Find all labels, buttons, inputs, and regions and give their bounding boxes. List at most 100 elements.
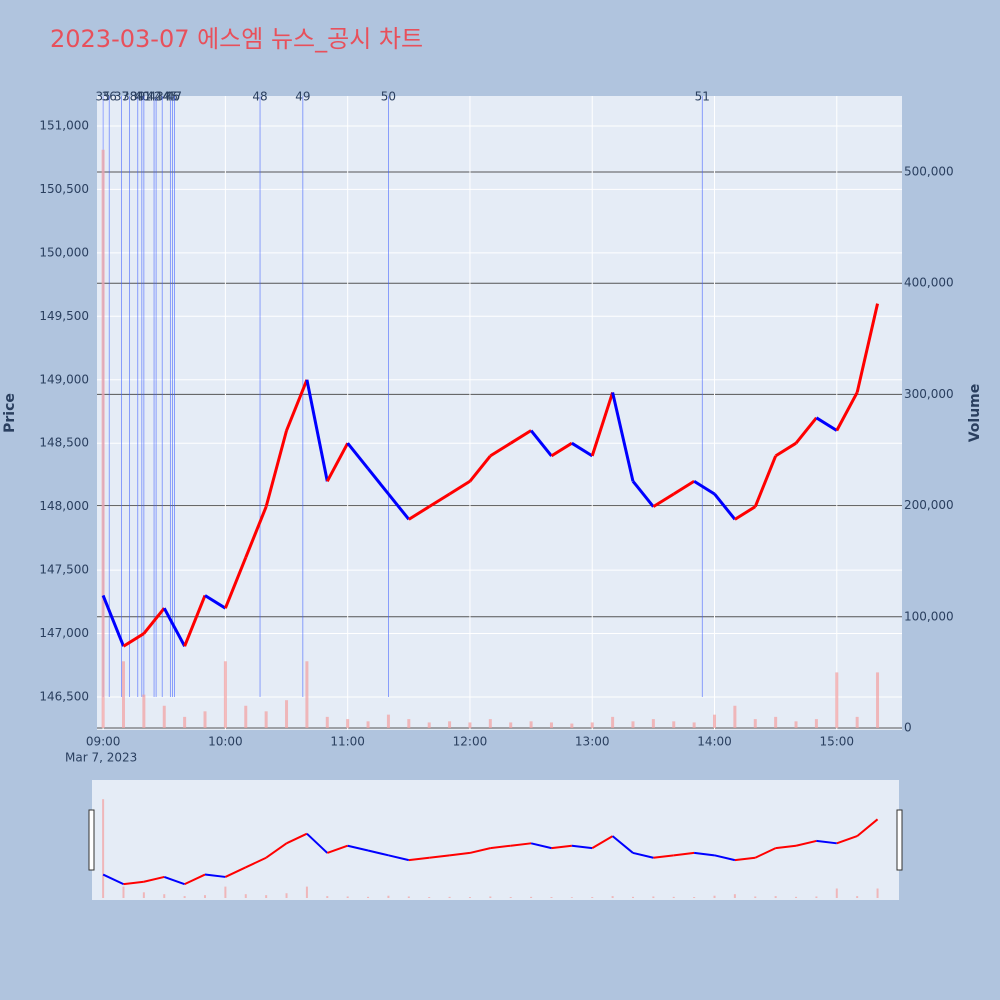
volume-bar [794,721,798,728]
mini-volume-bar [570,897,573,898]
range-slider[interactable] [92,780,899,900]
mini-volume-bar [733,894,736,898]
mini-volume-bar [468,897,471,898]
mini-price-segment [551,844,572,850]
mini-volume-bar [815,896,818,898]
mini-price-segment [469,847,491,854]
volume-bar [448,721,452,728]
date-label: Mar 7, 2023 [65,751,137,765]
price-segment [244,506,268,558]
mini-volume-bar [204,895,207,898]
x-tick-label: 09:00 [86,735,121,749]
volume-bar [183,716,187,728]
mini-price-segment [673,851,695,857]
mini-volume-bar [387,895,390,898]
mini-volume-bar [102,799,105,898]
price-segment [142,607,166,635]
price-segment [346,442,370,470]
price-segment [693,479,716,496]
price-segment [264,430,288,508]
volume-bar [223,661,227,728]
news-label: 41 [136,90,151,104]
mini-volume-bar [754,896,757,898]
mini-price-segment [490,844,511,850]
y2-tick-label: 300,000 [904,387,954,401]
mini-price-segment [856,818,879,837]
price-segment [672,479,695,496]
news-label: 48 [252,90,267,104]
volume-bar [325,716,329,728]
mini-price-segment [204,873,226,878]
mini-volume-bar [550,897,553,898]
slider-handle[interactable] [88,809,95,871]
volume-bar [488,719,492,728]
news-label: 50 [381,90,396,104]
volume-bar [570,723,574,728]
volume-bar [285,700,289,728]
volume-bar [713,714,717,728]
volume-bar [509,722,513,728]
price-segment [489,441,512,458]
price-segment [509,429,532,445]
y2-tick-label: 400,000 [904,276,954,290]
mini-volume-bar [244,894,247,898]
price-segment [815,416,838,432]
volume-bar [733,705,737,728]
price-segment [590,391,615,457]
mini-volume-bar [142,892,145,898]
mini-volume-bar [835,888,838,898]
mini-price-segment [163,875,185,886]
price-segment [550,441,573,458]
mini-volume-bar [652,896,655,898]
volume-bar [162,705,166,728]
volume-bar [203,711,207,728]
price-segment [448,479,471,496]
y-tick-label: 148,000 [39,499,89,513]
x-tick-label: 14:00 [697,735,732,749]
mini-price-segment [714,854,736,862]
mini-volume-bar [407,896,410,898]
price-segment [366,467,390,495]
price-segment [325,442,349,482]
mini-volume-bar [672,896,675,898]
mini-price-segment [429,854,450,859]
price-segment [285,379,309,432]
price-segment [428,492,451,508]
volume-bar [651,719,655,728]
y-tick-label: 148,500 [39,436,89,450]
mini-volume-bar [183,896,186,898]
mini-volume-bar [285,893,288,898]
price-segment [652,492,675,508]
volume-bar [468,722,472,728]
mini-volume-bar [611,896,614,898]
mini-price-segment [306,832,328,854]
news-label: 47 [167,90,182,104]
volume-bar [121,661,125,728]
volume-bar [305,661,309,728]
news-label: 44 [155,90,170,104]
y-tick-label: 147,000 [39,626,89,640]
mini-volume-bar [530,896,533,898]
slider-handle[interactable] [896,809,903,871]
mini-price-segment [265,842,288,859]
y-tick-label: 146,500 [39,690,89,704]
mini-price-segment [571,844,593,850]
mini-volume-bar [326,896,329,898]
volume-bar [835,672,839,728]
mini-price-segment [449,851,471,857]
y2-axis-title: Volume [967,384,983,443]
mini-price-segment [286,832,308,845]
price-segment [224,556,248,609]
y-tick-label: 150,000 [39,245,89,259]
volume-bar [407,719,411,728]
mini-price-segment [367,849,389,857]
price-segment [774,441,797,458]
y2-tick-label: 500,000 [904,165,954,179]
volume-bar [611,716,615,728]
news-label: 35 [95,90,110,104]
mini-price-segment [102,873,124,886]
volume-bar [142,694,146,728]
mini-price-segment [816,839,837,845]
y-tick-label: 151,000 [39,118,89,132]
mini-volume-bar [489,896,492,898]
